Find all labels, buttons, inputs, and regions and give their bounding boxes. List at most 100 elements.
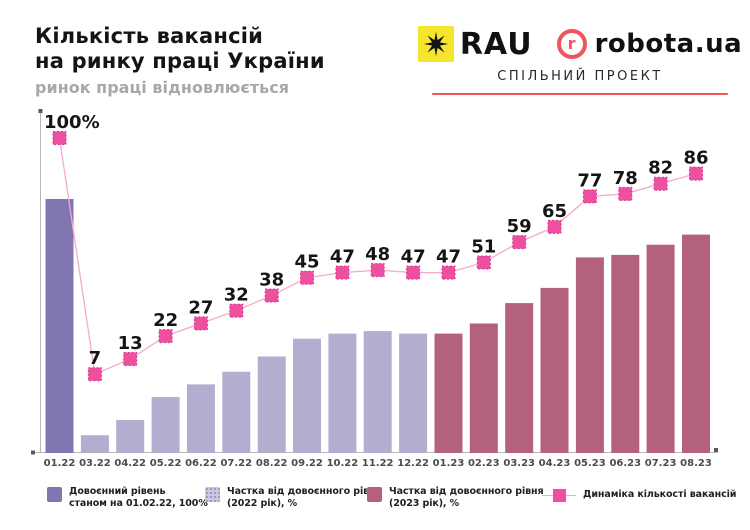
value-label-02.23: 51 [471,237,496,258]
page-subtitle: ринок праці відновлюється [35,78,289,97]
bar-07.23 [646,244,675,453]
value-label-10.22: 47 [330,247,355,268]
bar-04.23 [540,287,569,453]
bar-05.23 [575,257,604,453]
rau-star-icon [417,26,454,62]
bar-08.22 [257,356,286,453]
x-tick-04.23: 04.23 [539,458,571,469]
x-tick-03.23: 03.23 [503,458,535,469]
title-block: Кількість вакансій на ринку праці Україн… [35,24,325,97]
x-tick-01.22: 01.22 [44,458,76,469]
trend-marker-07.22 [229,303,244,318]
y-axis-end-cap [38,109,43,113]
x-tick-07.23: 07.23 [645,458,677,469]
trend-marker-02.23 [476,255,491,270]
x-tick-03.22: 03.22 [79,458,111,469]
value-label-12.22: 47 [401,247,426,268]
divider-line [432,93,728,95]
legend-item-2023: Частка від довоєнного рівня (2023 рік), … [367,486,544,509]
bar-01.22 [45,199,74,453]
x-tick-06.23: 06.23 [609,458,641,469]
legend-swatch-2022 [205,487,220,502]
trend-marker-03.22 [87,367,102,382]
legend-swatch-trend-line [542,488,576,502]
trend-marker-12.22 [406,265,421,280]
x-tick-11.22: 11.22 [362,458,394,469]
legend-label-line: (2023 рік), % [389,497,460,509]
value-label-05.23: 77 [577,170,602,191]
x-tick-10.22: 10.22 [327,458,359,469]
bar-10.22 [328,333,357,453]
bar-05.22 [151,397,180,453]
legend-label-line: Частка від довоєнного рівня [389,486,544,497]
bar-06.22 [186,384,215,453]
robota-logo: r robota.ua [556,29,743,59]
rau-logo: RAU [417,26,533,62]
bar-08.23 [682,234,710,453]
bars-group [45,199,710,453]
trend-marker-05.22 [158,329,173,344]
trend-marker-05.23 [582,189,597,204]
trend-marker-04.23 [547,219,562,234]
x-tick-07.22: 07.22 [220,458,252,469]
value-label-05.22: 22 [153,310,178,331]
x-axis-left-cap [31,450,35,455]
trend-marker-07.23 [653,176,668,191]
legend-item-trend: Динаміка кількості вакансій [542,486,736,503]
x-tick-08.23: 08.23 [680,458,712,469]
page-title-line1: Кількість вакансій [35,24,264,48]
bar-12.22 [399,333,428,453]
logo-row: RAU r robota.ua [417,24,742,64]
x-tick-02.23: 02.23 [468,458,500,469]
x-tick-09.22: 09.22 [291,458,323,469]
legend-label-prewar: Довоєнний рівень станом на 01.02.22, 100… [69,486,208,509]
trend-marker-08.22 [264,288,279,303]
legend-label-2023: Частка від довоєнного рівня (2023 рік), … [389,486,544,509]
trend-marker-03.23 [512,235,527,250]
legend-label-2022: Частка від довоєнного рівня (2022 рік), … [227,486,382,509]
trend-marker-06.23 [618,186,633,201]
page-title-line2: на ринку праці України [35,49,325,73]
x-tick-06.22: 06.22 [185,458,217,469]
robota-r-icon: r [556,29,587,59]
value-label-01.23: 47 [436,247,461,268]
value-labels-group: 100% 7 13 22 27 32 38 45 47 48 47 47 51 59 65 77 78 82 86 [44,112,709,369]
x-tick-labels-group: 01.22 03.22 04.22 05.22 06.22 07.22 08.22 09.22… [44,458,712,469]
legend-label-line: Динаміка кількості вакансій [583,488,737,500]
legend-item-2022: Частка від довоєнного рівня (2022 рік), … [205,486,382,509]
value-label-03.23: 59 [507,216,532,237]
trend-marker-08.23 [689,166,703,181]
trend-marker-09.22 [300,270,314,285]
partners-block: RAU r robota.ua СПІЛЬНИЙ ПРОЕКТ [417,24,742,95]
trend-marker-11.22 [370,263,385,278]
value-label-07.23: 82 [648,158,673,179]
x-tick-04.22: 04.22 [114,458,146,469]
chart-legend: Довоєнний рівень станом на 01.02.22, 100… [0,486,750,520]
value-label-06.23: 78 [613,168,638,189]
trend-marker-01.22 [52,131,67,145]
x-tick-05.23: 05.23 [574,458,606,469]
legend-swatch-prewar [47,487,62,502]
value-label-08.22: 38 [259,270,284,291]
legend-item-prewar: Довоєнний рівень станом на 01.02.22, 100… [47,486,208,509]
page-title: Кількість вакансій на ринку праці Україн… [35,24,325,74]
value-label-01.22: 100% [44,112,100,133]
bar-06.23 [611,254,640,453]
x-tick-12.22: 12.22 [397,458,429,469]
trend-marker-10.22 [335,265,350,280]
bar-01.23 [434,333,463,453]
bar-03.23 [505,303,534,453]
rau-wordmark: RAU [459,26,533,62]
value-label-09.22: 45 [294,252,319,273]
legend-label-line: Частка від довоєнного рівня [227,486,382,497]
legend-swatch-2023 [367,487,382,502]
value-label-06.22: 27 [188,297,213,318]
legend-label-line: станом на 01.02.22, 100% [69,497,208,509]
legend-label-trend: Динаміка кількості вакансій [583,489,736,501]
trend-marker-04.22 [123,352,138,366]
bar-02.23 [469,323,498,453]
markers-group [52,131,703,382]
bar-04.22 [116,420,145,453]
legend-label-line: (2022 рік), % [227,497,298,509]
